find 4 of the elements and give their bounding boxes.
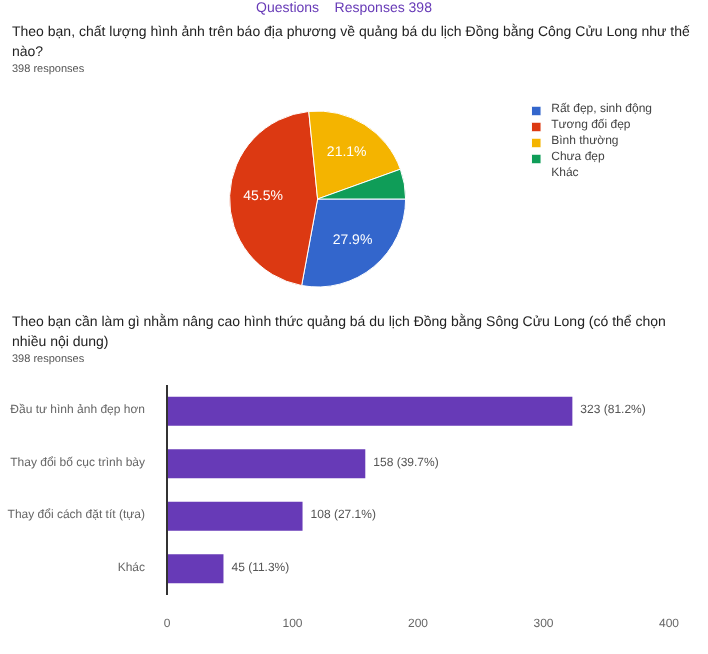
bar (167, 449, 366, 479)
bar (167, 554, 224, 584)
bar (167, 502, 303, 532)
bar (167, 397, 573, 427)
